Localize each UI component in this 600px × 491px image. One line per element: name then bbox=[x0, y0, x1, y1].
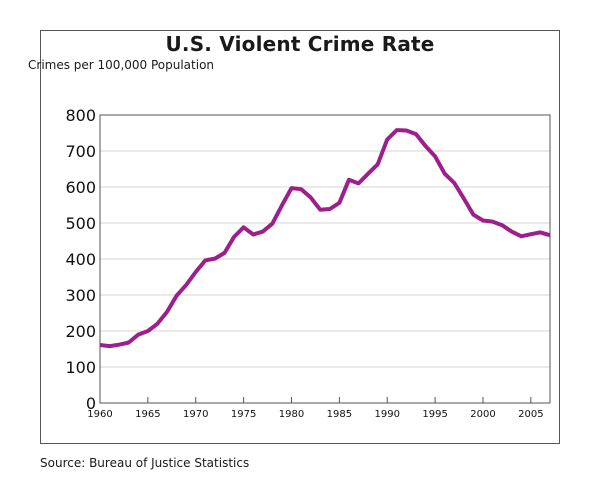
x-tick-label: 1980 bbox=[279, 409, 304, 420]
x-tick-label: 1970 bbox=[183, 409, 208, 420]
x-tick-label: 1985 bbox=[327, 409, 352, 420]
x-tick-label: 1990 bbox=[375, 409, 400, 420]
y-axis-label: Crimes per 100,000 Population bbox=[28, 58, 215, 72]
y-tick-label: 300 bbox=[65, 286, 96, 305]
y-tick-label: 600 bbox=[65, 178, 96, 197]
x-tick-label: 1975 bbox=[231, 409, 256, 420]
chart-frame bbox=[40, 30, 560, 444]
y-tick-label: 800 bbox=[65, 106, 96, 125]
x-tick-label: 1995 bbox=[422, 409, 447, 420]
y-tick-label: 700 bbox=[65, 142, 96, 161]
x-tick-label: 2005 bbox=[518, 409, 543, 420]
series-line bbox=[99, 128, 551, 349]
chart-title: U.S. Violent Crime Rate bbox=[165, 32, 435, 56]
x-tick-label: 1960 bbox=[87, 409, 112, 420]
plot-area-border bbox=[99, 114, 551, 404]
y-tick-label: 100 bbox=[65, 358, 96, 377]
y-tick-label: 200 bbox=[65, 322, 96, 341]
source-note: Source: Bureau of Justice Statistics bbox=[40, 456, 250, 470]
y-tick-label: 400 bbox=[65, 250, 96, 269]
x-tick-label: 1965 bbox=[135, 409, 160, 420]
y-tick-label: 0 bbox=[86, 394, 96, 413]
y-tick-label: 500 bbox=[65, 214, 96, 233]
x-tick-label: 2000 bbox=[470, 409, 495, 420]
